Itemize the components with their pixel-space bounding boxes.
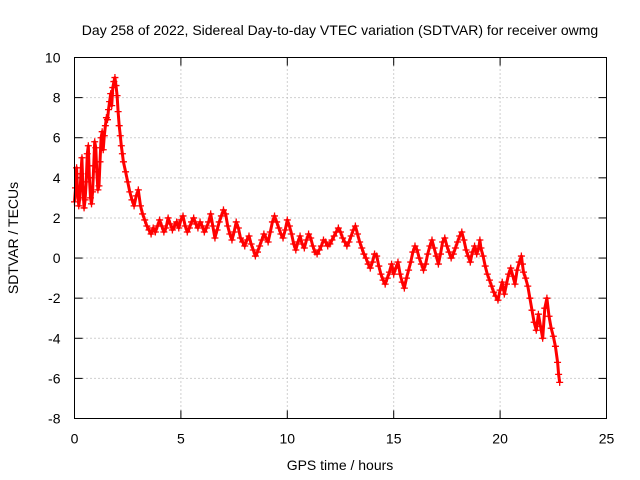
y-tick-label: 6 [53,130,61,146]
grid [74,57,607,419]
x-tick-label: 10 [280,431,296,447]
y-tick-label: -2 [48,290,61,306]
data-points [71,74,564,386]
tick-labels: 0 5 10 15 20 25 -8 -6 -4 -2 0 2 4 6 8 10 [45,50,615,447]
y-tick-label: 8 [53,90,61,106]
y-tick-label: 4 [53,170,61,186]
chart-title: Day 258 of 2022, Sidereal Day-to-day VTE… [82,22,598,38]
x-tick-label: 25 [599,431,615,447]
y-tick-label: 2 [53,210,61,226]
x-tick-label: 15 [386,431,402,447]
y-tick-label: 0 [53,250,61,266]
data-series-band [73,76,562,383]
x-tick-label: 0 [71,431,79,447]
y-tick-label: -8 [48,411,61,427]
x-tick-label: 5 [177,431,185,447]
x-tick-label: 20 [492,431,508,447]
y-tick-label: -6 [48,370,61,386]
y-tick-label: 10 [45,50,61,66]
y-tick-label: -4 [48,330,61,346]
y-axis-label: SDTVAR / TECUs [5,182,21,294]
plot-frame [74,57,607,419]
x-axis-label: GPS time / hours [287,457,394,473]
